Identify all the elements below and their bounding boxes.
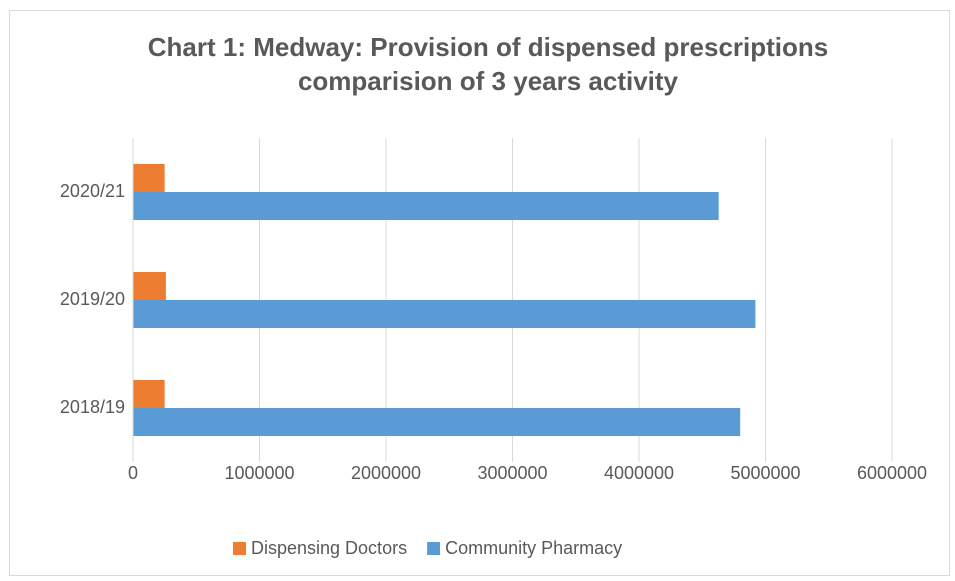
bar [133, 408, 741, 436]
chart-title: Chart 1: Medway: Provision of dispensed … [147, 32, 829, 96]
y-tick-label: 2019/20 [60, 289, 125, 309]
y-tick-label: 2018/19 [60, 397, 125, 417]
y-tick-label: 2020/21 [60, 181, 125, 201]
legend-label: Community Pharmacy [445, 538, 622, 558]
x-tick-label: 0 [128, 463, 138, 483]
bar [133, 164, 165, 192]
x-tick-label: 5000000 [730, 463, 800, 483]
bar [133, 300, 756, 328]
x-tick-label: 2000000 [351, 463, 421, 483]
x-tick-label: 4000000 [604, 463, 674, 483]
chart-border [9, 10, 950, 576]
legend-swatch [427, 542, 441, 555]
x-tick-label: 3000000 [477, 463, 547, 483]
bar [133, 272, 166, 300]
x-tick-label: 6000000 [857, 463, 927, 483]
legend-swatch [233, 542, 246, 555]
bar [133, 380, 165, 408]
legend-label: Dispensing Doctors [251, 538, 407, 558]
bar [133, 192, 719, 220]
x-tick-label: 1000000 [224, 463, 294, 483]
